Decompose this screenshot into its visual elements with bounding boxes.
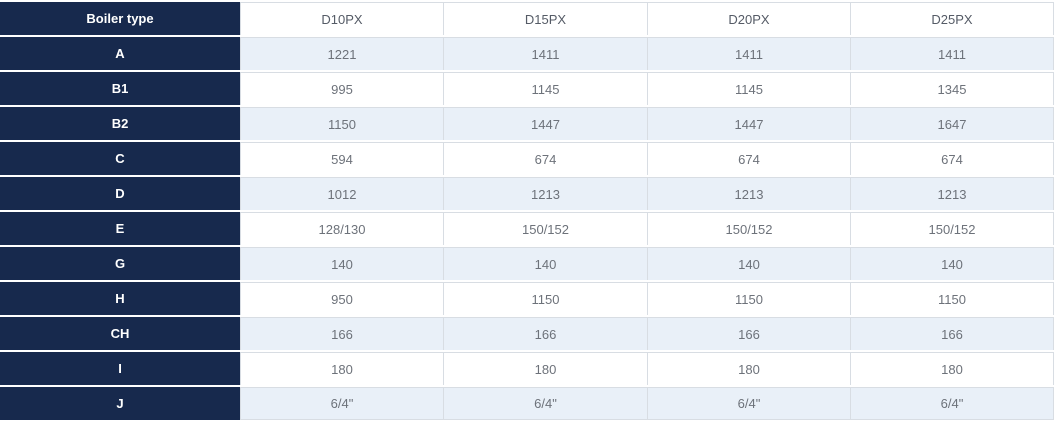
table-row: C 594 674 674 674 [0, 142, 1054, 175]
value-cell: 140 [240, 247, 443, 280]
row-header-cell: G [0, 247, 240, 280]
value-cell: 1447 [647, 107, 850, 140]
row-header-cell: C [0, 142, 240, 175]
row-header-cell: CH [0, 317, 240, 350]
value-cell: 995 [240, 72, 443, 105]
row-header-cell: J [0, 387, 240, 420]
value-cell: 166 [240, 317, 443, 350]
value-cell: 1411 [647, 37, 850, 70]
table-row: B2 1150 1447 1447 1647 [0, 107, 1054, 140]
value-cell: 140 [850, 247, 1054, 280]
value-cell: 1213 [850, 177, 1054, 210]
value-cell: 128/130 [240, 212, 443, 245]
value-cell: 6/4" [443, 387, 647, 420]
value-cell: 180 [647, 352, 850, 385]
value-cell: 166 [850, 317, 1054, 350]
table-row: J 6/4" 6/4" 6/4" 6/4" [0, 387, 1054, 420]
value-cell: 6/4" [240, 387, 443, 420]
column-header-cell: D20PX [647, 2, 850, 35]
value-cell: 1150 [647, 282, 850, 315]
table-row: D 1012 1213 1213 1213 [0, 177, 1054, 210]
value-cell: 180 [240, 352, 443, 385]
value-cell: 140 [647, 247, 850, 280]
corner-header-cell: Boiler type [0, 2, 240, 35]
value-cell: 6/4" [647, 387, 850, 420]
table-row: I 180 180 180 180 [0, 352, 1054, 385]
value-cell: 1411 [443, 37, 647, 70]
header-row: Boiler type D10PX D15PX D20PX D25PX [0, 2, 1054, 35]
value-cell: 150/152 [443, 212, 647, 245]
value-cell: 140 [443, 247, 647, 280]
value-cell: 1012 [240, 177, 443, 210]
value-cell: 1145 [647, 72, 850, 105]
value-cell: 166 [443, 317, 647, 350]
column-header-cell: D25PX [850, 2, 1054, 35]
table-body: A 1221 1411 1411 1411 B1 995 1145 1145 1345 B2 1150… [0, 37, 1054, 420]
value-cell: 180 [850, 352, 1054, 385]
value-cell: 950 [240, 282, 443, 315]
row-header-cell: A [0, 37, 240, 70]
value-cell: 166 [647, 317, 850, 350]
table-row: CH 166 166 166 166 [0, 317, 1054, 350]
row-header-cell: D [0, 177, 240, 210]
value-cell: 180 [443, 352, 647, 385]
column-header-cell: D10PX [240, 2, 443, 35]
table-row: H 950 1150 1150 1150 [0, 282, 1054, 315]
value-cell: 1150 [850, 282, 1054, 315]
value-cell: 1150 [240, 107, 443, 140]
value-cell: 1221 [240, 37, 443, 70]
column-header-cell: D15PX [443, 2, 647, 35]
value-cell: 1647 [850, 107, 1054, 140]
value-cell: 1411 [850, 37, 1054, 70]
row-header-cell: B2 [0, 107, 240, 140]
value-cell: 150/152 [850, 212, 1054, 245]
value-cell: 674 [443, 142, 647, 175]
value-cell: 1345 [850, 72, 1054, 105]
value-cell: 1447 [443, 107, 647, 140]
row-header-cell: H [0, 282, 240, 315]
value-cell: 150/152 [647, 212, 850, 245]
value-cell: 674 [850, 142, 1054, 175]
table-row: E 128/130 150/152 150/152 150/152 [0, 212, 1054, 245]
row-header-cell: I [0, 352, 240, 385]
value-cell: 1213 [443, 177, 647, 210]
table-row: A 1221 1411 1411 1411 [0, 37, 1054, 70]
table-row: G 140 140 140 140 [0, 247, 1054, 280]
value-cell: 674 [647, 142, 850, 175]
value-cell: 1145 [443, 72, 647, 105]
value-cell: 6/4" [850, 387, 1054, 420]
row-header-cell: E [0, 212, 240, 245]
value-cell: 594 [240, 142, 443, 175]
row-header-cell: B1 [0, 72, 240, 105]
table-row: B1 995 1145 1145 1345 [0, 72, 1054, 105]
value-cell: 1150 [443, 282, 647, 315]
value-cell: 1213 [647, 177, 850, 210]
